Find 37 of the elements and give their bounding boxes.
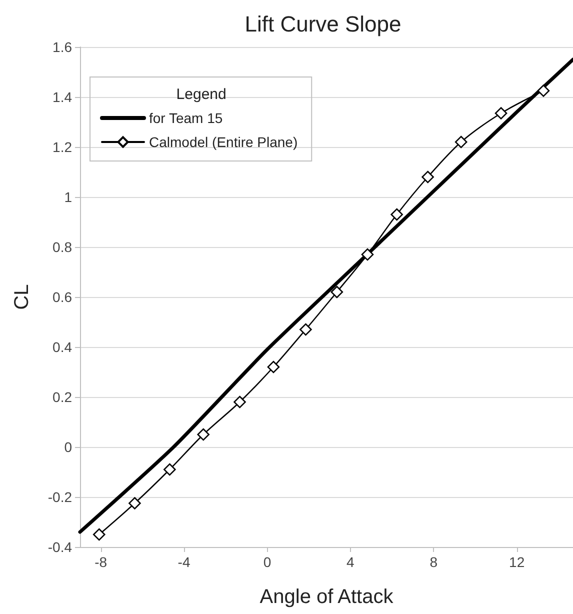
y-tick-label: 0.4 [52, 339, 72, 355]
point [494, 107, 508, 120]
y-tick-label: 1 [64, 189, 72, 205]
y-tick-label: -0.4 [48, 539, 72, 555]
point [390, 208, 403, 221]
y-tick-label: 0.8 [52, 239, 72, 255]
y-tick-label: 1.6 [52, 39, 72, 55]
y-tick-label: 0.6 [52, 289, 72, 305]
point [197, 428, 210, 441]
x-axis-title: Angle of Attack [260, 586, 394, 608]
y-tick-label: 1.4 [52, 89, 72, 105]
point [267, 360, 280, 374]
legend-title: Legend [176, 86, 226, 103]
legend-label: Calmodel (Entire Plane) [149, 134, 298, 150]
point [128, 497, 141, 510]
legend-label: for Team 15 [149, 110, 223, 126]
x-tick-label: 4 [346, 554, 355, 570]
x-tick-label: 8 [430, 554, 438, 570]
y-tick-label: 0.2 [52, 389, 72, 405]
point [361, 248, 374, 261]
x-tick-label: -4 [178, 554, 190, 570]
x-tick-label: 0 [263, 554, 272, 570]
x-tick-label: 12 [509, 554, 525, 570]
chart-title: Lift Curve Slope [244, 12, 402, 36]
point [537, 84, 550, 97]
point [300, 323, 312, 336]
point [164, 463, 176, 476]
y-tick-label: 0 [64, 439, 72, 455]
y-axis-title: CL [11, 284, 33, 310]
point [234, 396, 246, 408]
point [422, 170, 434, 184]
y-tick-label: -0.2 [48, 489, 72, 505]
point [92, 528, 106, 541]
x-tick-label: -8 [94, 554, 108, 570]
y-tick-label: 1.2 [52, 139, 72, 155]
point [454, 136, 468, 148]
point [330, 286, 344, 298]
